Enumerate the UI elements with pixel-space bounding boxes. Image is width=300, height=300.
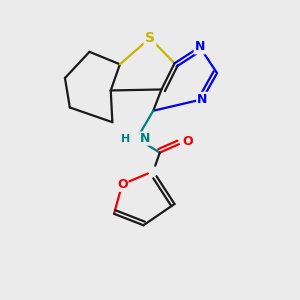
Text: N: N [197,93,208,106]
Text: N: N [140,132,150,145]
Text: H: H [121,134,130,143]
Text: S: S [145,31,155,45]
Text: O: O [183,135,193,148]
Text: N: N [194,40,205,53]
Text: O: O [117,178,128,191]
